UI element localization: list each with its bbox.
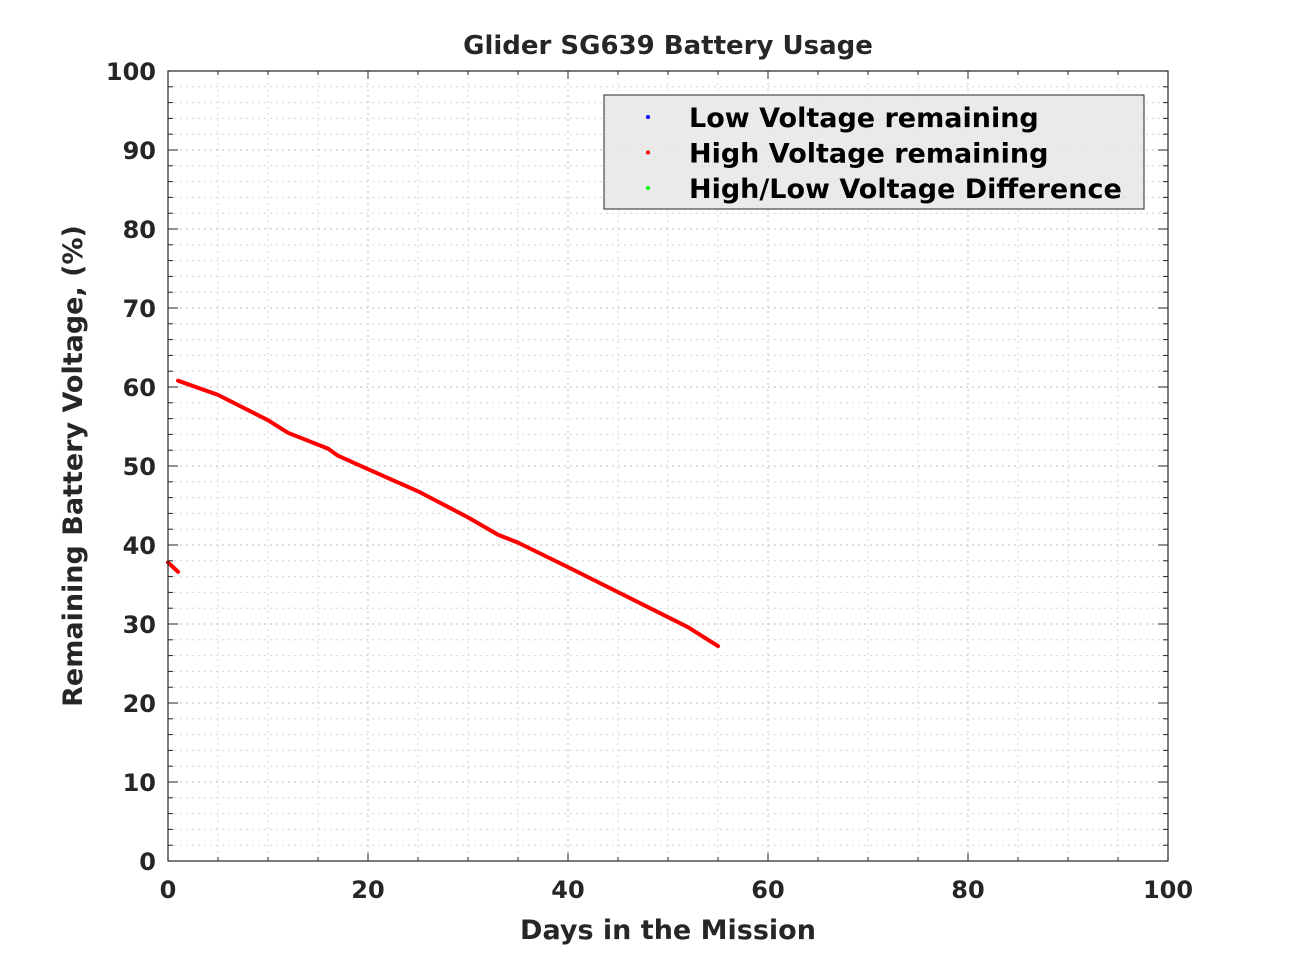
y-tick-label: 40 bbox=[123, 532, 156, 560]
legend-marker bbox=[646, 150, 650, 155]
y-tick-label: 70 bbox=[123, 295, 156, 323]
series-layer bbox=[166, 378, 720, 649]
y-axis-label: Remaining Battery Voltage, (%) bbox=[58, 225, 89, 707]
legend-label: High Voltage remaining bbox=[689, 139, 1048, 170]
y-tick-label: 0 bbox=[139, 848, 156, 876]
y-tick-label: 90 bbox=[123, 137, 156, 165]
chart-title: Glider SG639 Battery Usage bbox=[463, 31, 873, 61]
x-axis-label: Days in the Mission bbox=[520, 915, 816, 946]
x-tick-label: 20 bbox=[351, 876, 384, 904]
legend: Low Voltage remaining High Voltage remain… bbox=[603, 94, 1145, 210]
legend-marker bbox=[646, 115, 650, 119]
y-tick-label: 30 bbox=[123, 611, 156, 639]
x-tick-label: 40 bbox=[551, 876, 584, 904]
legend-label: High/Low Voltage Difference bbox=[689, 174, 1122, 205]
y-tick-label: 100 bbox=[106, 58, 156, 86]
x-tick-label: 60 bbox=[751, 876, 784, 904]
series-line bbox=[176, 378, 720, 649]
y-tick-label: 80 bbox=[123, 216, 156, 244]
legend-label: Low Voltage remaining bbox=[689, 103, 1039, 134]
legend-box bbox=[603, 94, 1145, 210]
x-tick-label: 100 bbox=[1143, 876, 1193, 904]
ticks: 0 20 40 60 80 100 0 10 20 30 40 50 60 70 80 90 100 bbox=[106, 58, 1193, 904]
grid bbox=[167, 70, 1169, 862]
y-tick-label: 60 bbox=[123, 374, 156, 402]
y-tick-label: 50 bbox=[123, 453, 156, 481]
y-tick-label: 10 bbox=[123, 769, 156, 797]
series-line bbox=[166, 560, 180, 574]
x-tick-label: 80 bbox=[951, 876, 984, 904]
legend-marker bbox=[646, 186, 650, 190]
y-tick-label: 20 bbox=[123, 690, 156, 718]
x-tick-label: 0 bbox=[160, 876, 177, 904]
